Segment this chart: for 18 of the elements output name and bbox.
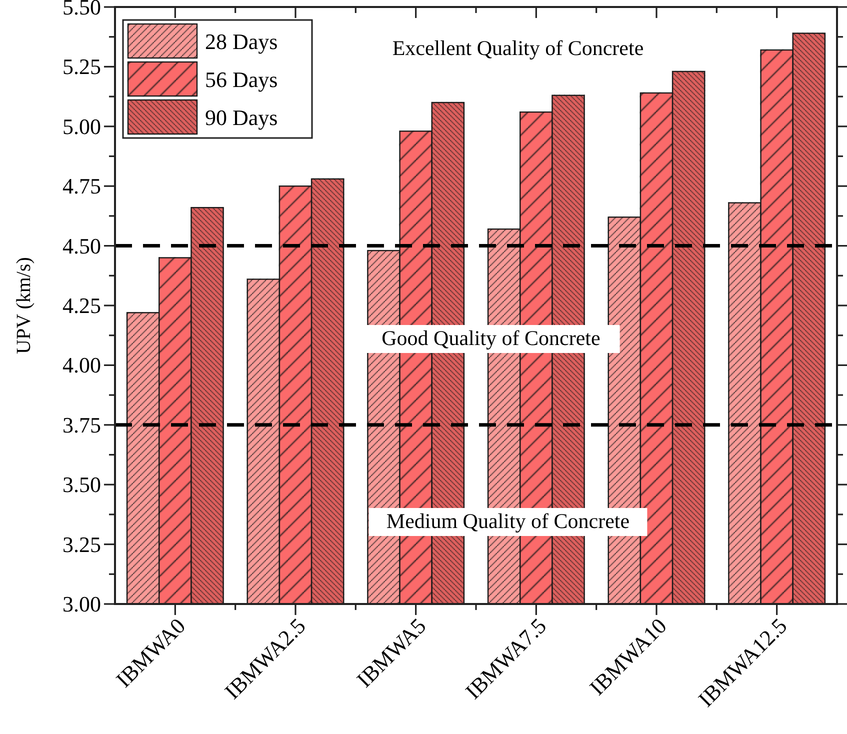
annotation: Excellent Quality of Concrete <box>392 36 644 60</box>
y-tick-label: 3.00 <box>62 592 101 616</box>
y-tick-label: 5.00 <box>62 114 101 139</box>
y-tick-label: 4.75 <box>62 174 101 199</box>
y-tick-label: 4.25 <box>62 293 101 318</box>
annotation: Good Quality of Concrete <box>382 326 600 350</box>
y-tick-label: 3.25 <box>62 532 101 557</box>
y-tick-label: 3.50 <box>62 472 101 498</box>
y-tick-label: 5.50 <box>62 0 101 20</box>
annotation: Medium Quality of Concrete <box>386 508 630 533</box>
legend-label: 90 Days <box>205 104 278 130</box>
y-tick-label: 5.25 <box>62 54 101 80</box>
y-tick-label: 3.75 <box>62 412 101 438</box>
y-tick-label: 4.00 <box>62 352 101 378</box>
legend-label: 28 Days <box>205 28 278 54</box>
legend-label: 56 Days <box>205 66 278 92</box>
y-axis-title: UPV (km/s) <box>13 257 35 354</box>
y-tick-label: 4.50 <box>62 233 101 258</box>
